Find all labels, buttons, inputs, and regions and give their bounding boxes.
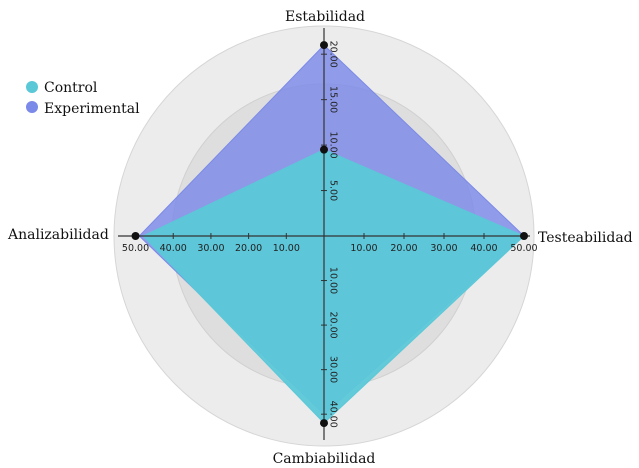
tick-cambiabilidad-40-00: 40.00 <box>328 401 339 428</box>
tick-testeabilidad-50-00: 50.00 <box>510 243 537 254</box>
tick-estabilidad-10-00: 10.00 <box>328 131 339 158</box>
tick-analizabilidad-20-00: 20.00 <box>235 243 262 254</box>
tick-analizabilidad-40-00: 40.00 <box>160 243 187 254</box>
marker-estabilidad-inner[interactable] <box>320 145 328 154</box>
tick-testeabilidad-20-00: 20.00 <box>390 243 417 254</box>
legend-swatch-experimental[interactable] <box>26 101 38 113</box>
tick-testeabilidad-40-00: 40.00 <box>470 243 497 254</box>
legend-label-experimental[interactable]: Experimental <box>44 101 140 117</box>
axis-title-cambiabilidad: Cambiabilidad <box>273 451 376 467</box>
legend: Control Experimental <box>26 80 140 117</box>
tick-analizabilidad-10-00: 10.00 <box>273 243 300 254</box>
marker-estabilidad[interactable] <box>320 41 328 50</box>
marker-cambiabilidad[interactable] <box>320 419 328 428</box>
series-polygons <box>138 44 525 424</box>
tick-cambiabilidad-20-00: 20.00 <box>328 311 339 338</box>
tick-estabilidad-5-00: 5.00 <box>328 180 339 201</box>
legend-label-control[interactable]: Control <box>44 80 98 96</box>
tick-analizabilidad-30-00: 30.00 <box>197 243 224 254</box>
axis-title-testeabilidad: Testeabilidad <box>538 230 633 246</box>
tick-testeabilidad-30-00: 30.00 <box>430 243 457 254</box>
tick-testeabilidad-10-00: 10.00 <box>350 243 377 254</box>
tick-analizabilidad-50-00: 50.00 <box>122 243 149 254</box>
marker-testeabilidad[interactable] <box>520 232 528 240</box>
axis-title-analizabilidad: Analizabilidad <box>7 227 109 243</box>
axis-title-estabilidad: Estabilidad <box>285 9 365 25</box>
tick-cambiabilidad-30-00: 30.00 <box>328 356 339 383</box>
axis-markers <box>131 41 528 428</box>
tick-estabilidad-20-00: 20.00 <box>328 41 339 68</box>
marker-analizabilidad[interactable] <box>131 232 140 240</box>
tick-estabilidad-15-00: 15.00 <box>328 86 339 113</box>
radar-axes <box>118 28 530 440</box>
legend-swatch-control[interactable] <box>26 81 38 93</box>
tick-cambiabilidad-10-00: 10.00 <box>328 267 339 294</box>
